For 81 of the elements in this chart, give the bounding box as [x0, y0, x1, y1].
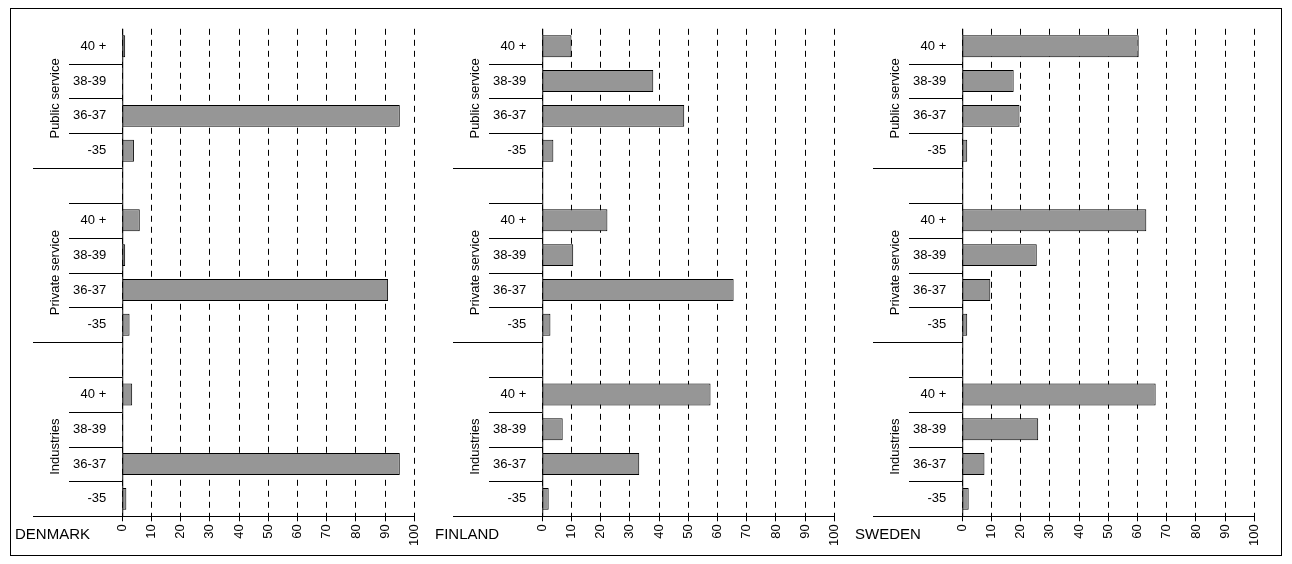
- text: Industries: [46, 417, 62, 475]
- text: DENMARK: [15, 525, 91, 542]
- x-tick-label: 10: [983, 524, 999, 539]
- y-tick-label: 38-39: [493, 72, 527, 88]
- y-tick-label: 36-37: [73, 281, 107, 297]
- y-tick-label: 40 +: [500, 211, 527, 227]
- y-tick-label: 38-39: [493, 420, 527, 436]
- x-tick-label: 40: [650, 524, 666, 539]
- x-tick-label: 90: [796, 524, 812, 539]
- y-tick-label: 38-39: [73, 420, 107, 436]
- y-tick-label: 38-39: [913, 420, 947, 436]
- x-tick-label: 100: [825, 524, 841, 547]
- text: FINLAND: [435, 525, 500, 542]
- x-tick-label: 80: [1187, 524, 1203, 539]
- y-tick-label: 36-37: [913, 281, 947, 297]
- x-tick-label: 30: [201, 524, 217, 539]
- x-tick-label: 10: [143, 524, 159, 539]
- y-tick-label: 38-39: [73, 72, 107, 88]
- y-tick-label: 36-37: [493, 107, 527, 123]
- x-tick-label: 40: [1070, 524, 1086, 539]
- y-tick-label: -35: [927, 142, 947, 158]
- x-tick-label: 0: [953, 524, 969, 532]
- x-tick-label: 80: [767, 524, 783, 539]
- y-tick-label: 36-37: [493, 455, 527, 471]
- x-tick-label: 10: [563, 524, 579, 539]
- x-tick-label: 20: [1012, 524, 1028, 539]
- x-tick-label: 40: [230, 524, 246, 539]
- text: Private service: [46, 229, 62, 316]
- x-tick-label: 50: [259, 524, 275, 539]
- y-tick-label: 36-37: [73, 455, 107, 471]
- text: Public service: [466, 58, 482, 139]
- y-tick-label: 40 +: [500, 386, 527, 402]
- y-tick-label: 36-37: [913, 455, 947, 471]
- y-tick-label: -35: [927, 490, 947, 506]
- x-tick-label: 50: [679, 524, 695, 539]
- text: Industries: [466, 417, 482, 475]
- x-tick-label: 60: [289, 524, 305, 539]
- y-tick-label: 40 +: [920, 37, 947, 53]
- y-tick-label: 40 +: [920, 386, 947, 402]
- text: SWEDEN: [855, 525, 921, 542]
- x-tick-label: 30: [621, 524, 637, 539]
- y-tick-label: 36-37: [493, 281, 527, 297]
- x-tick-label: 70: [1158, 524, 1174, 539]
- x-tick-label: 90: [376, 524, 392, 539]
- y-tick-label: -35: [507, 490, 527, 506]
- y-tick-label: -35: [87, 142, 107, 158]
- text: Private service: [886, 229, 902, 316]
- x-tick-label: 90: [1216, 524, 1232, 539]
- x-tick-label: 20: [592, 524, 608, 539]
- text: Industries: [886, 417, 902, 475]
- x-tick-label: 0: [113, 524, 129, 532]
- x-tick-label: 100: [1245, 524, 1261, 547]
- x-tick-label: 70: [318, 524, 334, 539]
- x-tick-label: 30: [1041, 524, 1057, 539]
- y-tick-label: 38-39: [73, 246, 107, 262]
- y-tick-label: 36-37: [913, 107, 947, 123]
- y-tick-label: 38-39: [493, 246, 527, 262]
- x-tick-label: 60: [1129, 524, 1145, 539]
- text: Private service: [466, 229, 482, 316]
- y-tick-label: 40 +: [80, 37, 107, 53]
- x-tick-label: 0: [533, 524, 549, 532]
- x-tick-label: 70: [738, 524, 754, 539]
- y-tick-label: 40 +: [500, 37, 527, 53]
- x-tick-label: 60: [709, 524, 725, 539]
- y-tick-label: 38-39: [913, 246, 947, 262]
- y-tick-label: 38-39: [913, 72, 947, 88]
- y-tick-label: -35: [507, 316, 527, 332]
- y-tick-label: -35: [927, 316, 947, 332]
- text: Public service: [46, 58, 62, 139]
- y-tick-label: 40 +: [920, 211, 947, 227]
- y-tick-label: -35: [87, 490, 107, 506]
- y-tick-label: 40 +: [80, 386, 107, 402]
- x-tick-label: 50: [1099, 524, 1115, 539]
- x-tick-label: 100: [405, 524, 421, 547]
- y-tick-label: -35: [87, 316, 107, 332]
- x-tick-label: 20: [172, 524, 188, 539]
- y-tick-label: -35: [507, 142, 527, 158]
- x-tick-label: 80: [347, 524, 363, 539]
- y-tick-label: 36-37: [73, 107, 107, 123]
- y-tick-label: 40 +: [80, 211, 107, 227]
- text: Public service: [886, 58, 902, 139]
